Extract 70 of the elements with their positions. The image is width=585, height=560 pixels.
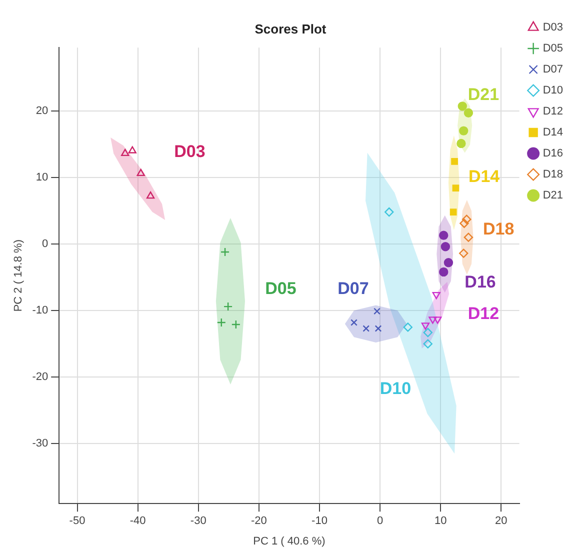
annotation: D16: [464, 272, 496, 292]
point: [452, 184, 460, 192]
point: [432, 292, 440, 300]
legend-label: D07: [542, 64, 564, 76]
legend-label: D12: [542, 106, 564, 118]
point: [421, 322, 430, 330]
x-axis-title: PC 1 ( 40.6 %): [253, 535, 326, 548]
chart-title: Scores Plot: [254, 21, 327, 36]
point: [384, 207, 394, 217]
point: [216, 318, 226, 328]
point: [220, 247, 230, 257]
y-tick-label: -10: [32, 304, 48, 317]
annotation: D18: [482, 220, 514, 239]
point: [434, 316, 442, 324]
point: [423, 328, 432, 338]
point: [458, 102, 467, 111]
point: [374, 325, 382, 332]
point: [374, 308, 380, 315]
point: [403, 322, 412, 332]
y-tick-label: 0: [42, 238, 48, 250]
y-tick-label: 10: [36, 171, 48, 184]
x-tick-label: 10: [434, 515, 447, 528]
point: [459, 248, 468, 258]
point: [464, 108, 474, 118]
x-tick-label: -20: [250, 515, 267, 528]
point: [460, 218, 469, 228]
annotation: D07: [338, 279, 369, 298]
y-axis-title: PC 2 ( 14.8 %): [12, 240, 25, 312]
point: [459, 126, 468, 136]
y-tick-label: 20: [36, 104, 48, 117]
point: [456, 138, 466, 148]
annotation: D10: [380, 378, 412, 398]
legend-label: D03: [542, 22, 564, 34]
point: [121, 148, 130, 156]
annotation: D05: [265, 279, 296, 298]
point: [423, 339, 432, 348]
x-tick-label: 20: [495, 515, 508, 528]
x-tick-label: -40: [130, 515, 146, 528]
annotation: D12: [468, 304, 500, 324]
y-tick-label: -30: [32, 438, 48, 450]
y-tick-label: -20: [32, 371, 48, 384]
point: [350, 319, 358, 326]
point: [462, 214, 472, 224]
point: [362, 325, 370, 332]
point: [146, 191, 155, 199]
annotation: D14: [468, 167, 500, 186]
annotation: D03: [174, 142, 206, 161]
x-tick-label: -50: [69, 515, 86, 528]
x-tick-label: -10: [312, 515, 328, 528]
point: [136, 168, 145, 176]
x-tick-label: 0: [376, 515, 384, 528]
legend-label: D16: [542, 148, 564, 160]
point: [428, 316, 437, 324]
annotation: D21: [468, 85, 500, 104]
legend-label: D21: [542, 190, 564, 202]
point: [451, 158, 458, 165]
point: [223, 302, 233, 312]
point: [464, 232, 474, 242]
x-tick-label: -30: [190, 515, 206, 528]
point: [444, 258, 454, 268]
point: [450, 208, 457, 216]
legend-label: D18: [542, 168, 564, 181]
legend-label: D14: [542, 126, 564, 139]
point: [440, 242, 450, 252]
point: [128, 146, 136, 154]
legend-label: D10: [542, 84, 564, 97]
legend-label: D05: [542, 42, 564, 55]
point: [231, 320, 241, 330]
point: [439, 230, 448, 240]
point: [439, 267, 448, 277]
